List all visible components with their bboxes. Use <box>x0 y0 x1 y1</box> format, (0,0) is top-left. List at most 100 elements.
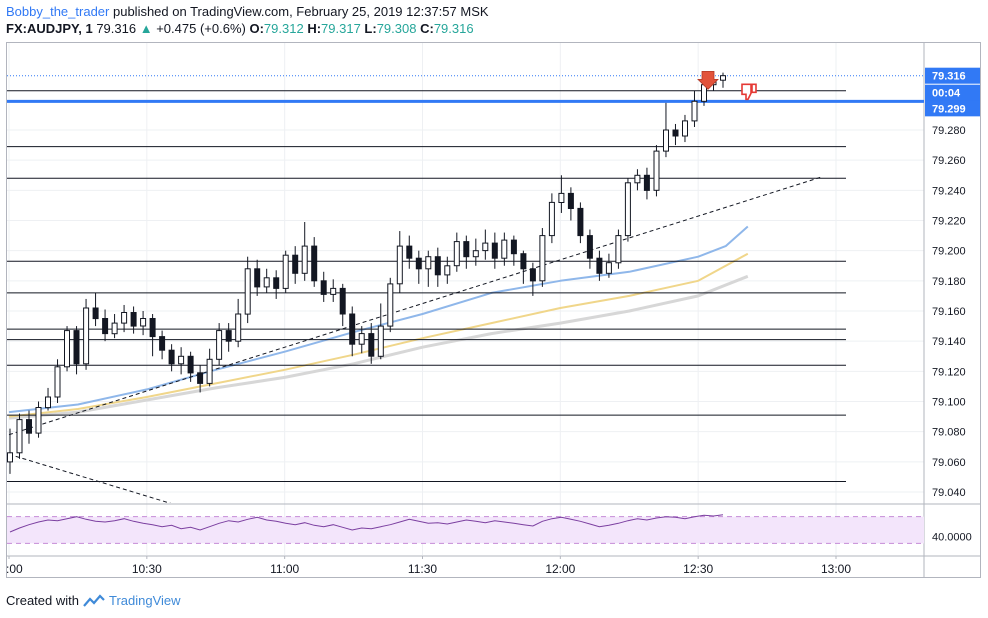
ma-slow-line <box>8 274 749 420</box>
candle-body <box>292 254 299 274</box>
y-tick-label: 79.240 <box>932 185 966 197</box>
candle-body <box>463 241 470 258</box>
ohlc-legend: FX:AUDJPY, 1 79.316 ▲ +0.475 (+0.6%) O:7… <box>6 21 474 36</box>
candle-body <box>330 287 337 295</box>
y-tick-label: 79.060 <box>932 457 966 469</box>
candle-body <box>263 277 270 288</box>
sell-arrow-icon <box>697 70 719 90</box>
candle-body <box>634 174 641 184</box>
candle-body <box>615 235 622 264</box>
candle-body <box>653 150 660 191</box>
low-value: 79.308 <box>376 21 417 36</box>
candle-body <box>130 312 137 327</box>
candle-body <box>225 330 232 342</box>
candle-body <box>235 313 242 342</box>
author-link[interactable]: Bobby_the_trader <box>6 4 110 19</box>
y-tick-label: 79.100 <box>932 397 966 409</box>
candle-body <box>548 201 555 237</box>
y-tick-label: 79.280 <box>932 125 966 137</box>
candle-body <box>529 268 536 282</box>
candle-body <box>596 257 603 274</box>
symbol-label: FX:AUDJPY, 1 <box>6 21 93 36</box>
candle-body <box>720 75 726 81</box>
candle-body <box>672 129 679 137</box>
high-label: H: <box>307 21 322 36</box>
candle-body <box>178 355 185 365</box>
countdown-label-bg <box>925 84 980 101</box>
candle-body <box>520 253 527 270</box>
rsi-reference-label: 40.0000 <box>932 532 972 544</box>
y-tick-label: 79.080 <box>932 427 966 439</box>
candle-body <box>273 277 280 289</box>
candle-body <box>7 452 13 463</box>
lower-trendline <box>8 453 172 503</box>
candle-body <box>254 268 261 288</box>
y-tick-label: 79.040 <box>932 487 966 499</box>
footer: Created with TradingView <box>6 593 181 608</box>
published-text: published on TradingView.com, February 2… <box>112 4 489 19</box>
candle-body <box>159 336 166 351</box>
candle-body <box>102 318 109 335</box>
candle-body <box>368 333 375 357</box>
candle-body <box>643 174 650 191</box>
candle-body <box>577 207 584 237</box>
candle-body <box>26 419 32 434</box>
candle-body <box>377 325 384 357</box>
tradingview-brand[interactable]: TradingView <box>108 593 181 608</box>
candle-body <box>64 330 70 368</box>
y-tick-label: 79.180 <box>932 276 966 288</box>
candle-body <box>663 129 669 152</box>
candle-body <box>83 307 90 365</box>
candle-body <box>216 330 223 360</box>
y-tick-label: 79.220 <box>932 216 966 228</box>
chart-frame <box>6 42 981 578</box>
tradingview-logo-icon <box>83 593 105 607</box>
y-tick-label: 79.200 <box>932 246 966 258</box>
candle-body <box>339 287 346 315</box>
x-tick-label: 11:00 <box>270 562 299 576</box>
y-tick-label: 79.260 <box>932 155 966 167</box>
candle-body <box>149 318 156 338</box>
candle-body <box>206 358 213 384</box>
level-price-label: 79.299 <box>932 103 966 115</box>
candle-body <box>434 256 441 276</box>
candle-body <box>140 318 147 327</box>
ma-fast-line <box>8 225 749 414</box>
candle-body <box>682 120 688 137</box>
candle-body <box>425 256 432 270</box>
level-price-label-bg <box>925 100 980 117</box>
candle-body <box>92 307 99 320</box>
high-value: 79.317 <box>321 21 361 36</box>
low-label: L: <box>364 21 377 36</box>
close-label: C: <box>420 21 434 36</box>
candle-body <box>16 419 23 454</box>
candle-body <box>45 396 51 409</box>
candle-body <box>35 407 42 434</box>
x-tick-label: 10:30 <box>132 562 162 576</box>
candle-body <box>396 245 403 285</box>
candle-body <box>567 192 574 209</box>
price-layer <box>7 70 924 503</box>
candle-body <box>624 182 631 237</box>
countdown-label: 00:04 <box>932 88 961 100</box>
last-price-label-bg <box>925 67 980 84</box>
candle-body <box>586 235 593 259</box>
candle-body <box>111 322 118 335</box>
candle-body <box>444 265 451 276</box>
rsi-line <box>9 514 724 533</box>
y-tick-label: 79.120 <box>932 366 966 378</box>
candle-body <box>501 239 508 259</box>
close-value: 79.316 <box>433 21 474 36</box>
change-text: +0.475 (+0.6%) <box>156 21 246 36</box>
x-tick-label: 13:00 <box>821 562 851 576</box>
candle-body <box>406 245 413 259</box>
candle-body <box>73 330 80 365</box>
candle-body <box>491 242 498 259</box>
candle-body <box>197 372 204 384</box>
open-label: O: <box>249 21 264 36</box>
candle-body <box>510 239 517 255</box>
candle-body <box>415 257 422 270</box>
candle-body <box>311 245 318 282</box>
x-tick-label: 12:30 <box>683 562 713 576</box>
